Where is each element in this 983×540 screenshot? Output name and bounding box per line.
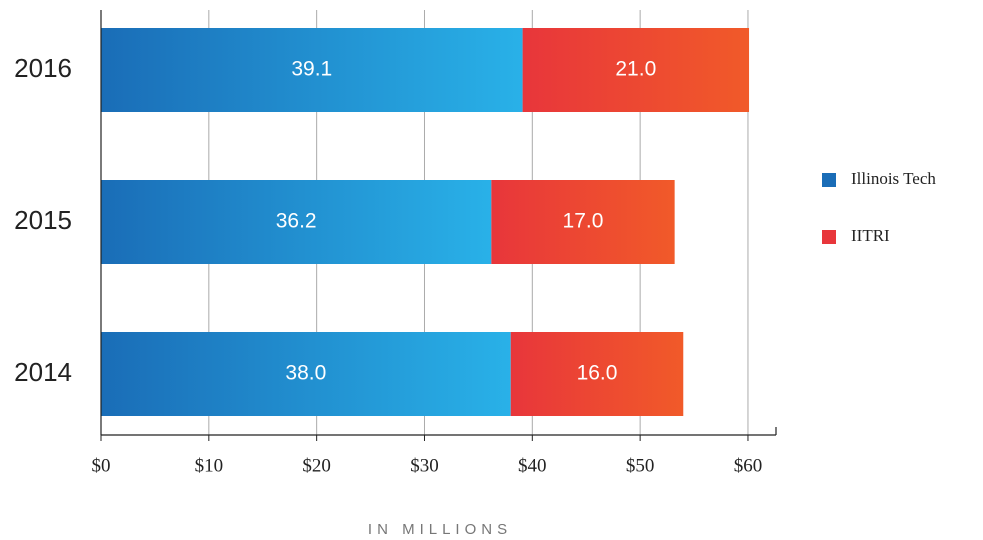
x-tick-label: $40 — [518, 455, 547, 476]
legend-swatch — [822, 173, 836, 187]
data-label: 17.0 — [563, 210, 604, 233]
bar-segment — [101, 28, 523, 112]
data-label: 16.0 — [577, 362, 618, 385]
bar-segment — [101, 180, 492, 264]
x-tick-label: $10 — [195, 455, 224, 476]
x-tick-label: $0 — [92, 455, 111, 476]
bar-segment — [491, 180, 675, 264]
y-tick-label: 2014 — [14, 357, 72, 387]
bar-segment — [101, 332, 511, 416]
bar-segment — [522, 28, 750, 112]
data-label: 39.1 — [291, 58, 332, 81]
y-tick-label: 2015 — [14, 205, 72, 235]
y-tick-label: 2016 — [14, 53, 72, 83]
data-label: 38.0 — [285, 362, 326, 385]
x-tick-label: $30 — [410, 455, 439, 476]
x-tick-label: $60 — [734, 455, 763, 476]
x-tick-label: $50 — [626, 455, 655, 476]
data-label: 36.2 — [276, 210, 317, 233]
data-label: 21.0 — [615, 58, 656, 81]
legend-swatch — [822, 230, 836, 244]
x-tick-label: $20 — [302, 455, 331, 476]
bar-segment — [510, 332, 684, 416]
legend-label: IITRI — [851, 226, 890, 245]
legend-label: Illinois Tech — [851, 169, 936, 188]
x-axis-label: IN MILLIONS — [368, 521, 512, 538]
